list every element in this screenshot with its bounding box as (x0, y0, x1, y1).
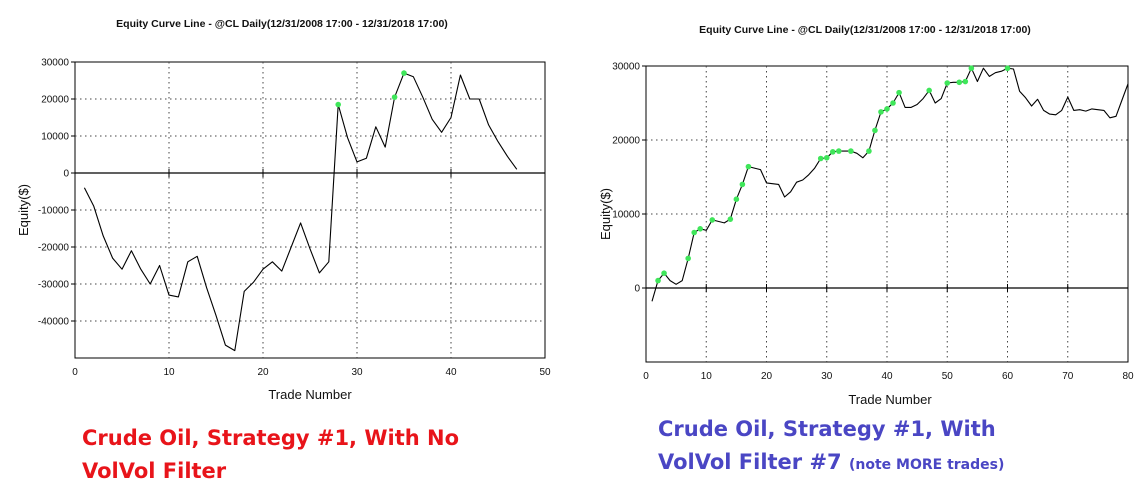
axis-ticks: 0 10 20 30 40 50 30000 20000 10000 0 -10000 -20000 -… (38, 58, 551, 379)
trade-marker (890, 100, 896, 106)
trade-marker (661, 270, 667, 277)
x-tick-label: 40 (445, 367, 457, 378)
caption-with-filter: Crude Oil, Strategy #1, With VolVol Filt… (658, 413, 1138, 482)
caption-no-filter: Crude Oil, Strategy #1, With No VolVol F… (82, 422, 542, 488)
x-tick-label: 60 (1002, 371, 1014, 382)
x-tick-label: 0 (72, 367, 78, 378)
trade-marker (896, 89, 902, 96)
axis-ticks: 0 10 20 30 40 50 60 70 80 30000 20000 10000 0 (612, 62, 1134, 383)
chart-title: Equity Curve Line - @CL Daily(12/31/2008… (116, 18, 448, 30)
trade-marker (655, 277, 661, 284)
trade-marker (739, 181, 746, 188)
x-tick-label: 80 (1122, 371, 1134, 382)
trade-marker (836, 148, 842, 154)
chart-title: Equity Curve Line - @CL Daily(12/31/2008… (699, 24, 1031, 36)
caption-line-1: Crude Oil, Strategy #1, With No (82, 426, 460, 450)
y-tick-label: 30000 (612, 62, 640, 73)
equity-series (651, 67, 1129, 302)
x-tick-label: 0 (643, 371, 649, 382)
caption-note: (note MORE trades) (848, 457, 1005, 473)
x-axis-label: Trade Number (268, 387, 352, 402)
trade-marker (691, 229, 697, 236)
x-tick-label: 10 (163, 367, 175, 378)
y-tick-label: -10000 (38, 206, 70, 217)
grid-lines (75, 62, 545, 358)
zero-line (646, 284, 1128, 292)
trade-marker (697, 226, 704, 232)
y-tick-label: -20000 (38, 243, 70, 254)
grid-lines (646, 66, 1128, 362)
trade-marker (926, 87, 932, 94)
trade-markers (335, 70, 407, 108)
equity-line (651, 67, 1129, 302)
y-tick-label: 20000 (612, 136, 640, 147)
trade-marker (709, 217, 716, 223)
trade-marker (848, 148, 854, 154)
trade-markers (655, 65, 1011, 284)
trade-marker (968, 65, 975, 72)
x-tick-label: 40 (881, 371, 893, 382)
trade-marker (878, 109, 884, 115)
y-tick-label: 30000 (41, 58, 69, 69)
y-tick-label: 20000 (41, 95, 69, 106)
y-tick-label: 10000 (41, 132, 69, 143)
x-tick-label: 30 (351, 367, 363, 378)
trade-marker (401, 70, 407, 76)
trade-marker (727, 216, 734, 222)
zero-line (75, 169, 545, 177)
equity-chart-with-filter: Equity Curve Line - @CL Daily(12/31/2008… (598, 24, 1134, 407)
caption-line-2: VolVol Filter #7 (658, 450, 842, 474)
equity-chart-without-filter: Equity Curve Line - @CL Daily(12/31/2008… (16, 18, 551, 402)
equity-series (83, 72, 518, 352)
y-axis-label: Equity($) (16, 184, 31, 236)
x-tick-label: 20 (257, 367, 269, 378)
y-tick-label: -40000 (38, 317, 70, 328)
x-tick-label: 30 (821, 371, 833, 382)
trade-marker (944, 80, 951, 86)
trade-marker (1004, 65, 1011, 72)
x-tick-label: 10 (701, 371, 713, 382)
trade-marker (829, 149, 836, 155)
y-tick-label: -30000 (38, 280, 70, 291)
y-tick-label: 10000 (612, 210, 640, 221)
trade-marker (335, 101, 342, 108)
x-tick-label: 50 (942, 371, 954, 382)
trade-marker (685, 255, 691, 262)
y-tick-label: 0 (634, 284, 640, 295)
caption-line-2: VolVol Filter (82, 459, 227, 483)
trade-marker (391, 94, 398, 100)
x-tick-label: 50 (539, 367, 551, 378)
equity-line (83, 72, 518, 352)
trade-marker (872, 127, 878, 134)
y-axis-label: Equity($) (598, 188, 613, 240)
trade-marker (745, 163, 752, 170)
trade-marker (962, 78, 969, 85)
trade-marker (956, 79, 963, 86)
trade-marker (817, 155, 824, 162)
trade-marker (866, 148, 872, 154)
trade-marker (884, 106, 890, 112)
y-tick-label: 0 (63, 169, 69, 180)
trade-marker (733, 196, 740, 202)
caption-line-1: Crude Oil, Strategy #1, With (658, 417, 996, 441)
x-tick-label: 20 (761, 371, 773, 382)
x-axis-label: Trade Number (848, 392, 932, 407)
x-tick-label: 70 (1062, 371, 1074, 382)
trade-marker (823, 154, 830, 161)
